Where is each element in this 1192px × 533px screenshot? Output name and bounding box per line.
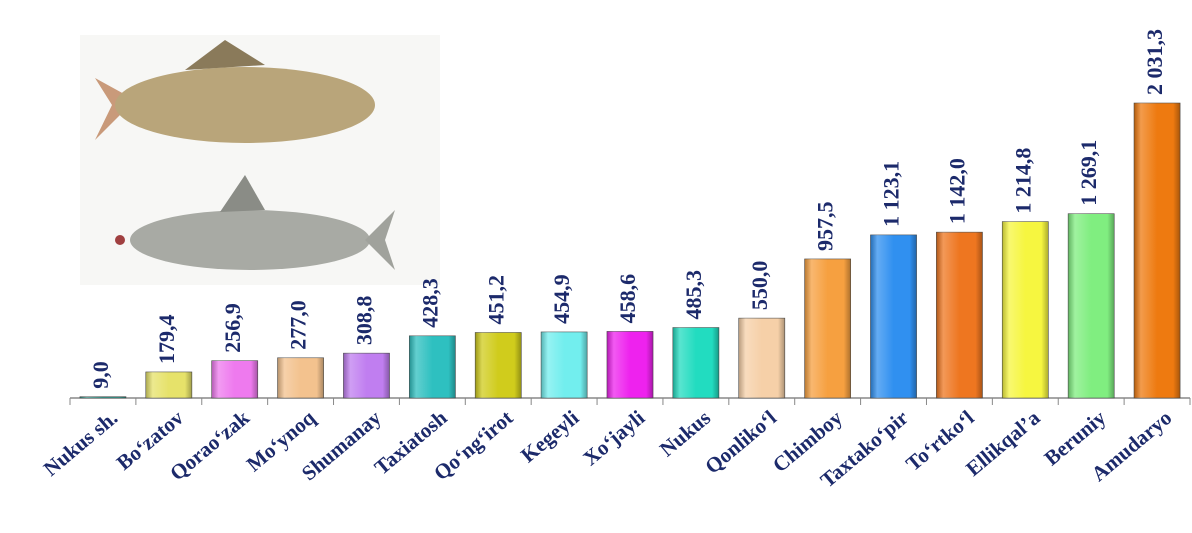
value-label: 1 142,0: [944, 158, 969, 224]
bar-shine: [79, 396, 126, 398]
value-label: 2 031,3: [1142, 29, 1167, 95]
fish-illustration: [80, 35, 440, 285]
value-label: 277,0: [286, 300, 311, 350]
value-label: 454,9: [549, 274, 574, 324]
value-label: 957,5: [813, 201, 838, 251]
x-tick-label: Xo‘jayli: [578, 405, 649, 470]
value-label: 179,4: [154, 314, 179, 364]
value-label: 550,0: [747, 261, 772, 311]
fish-body: [130, 210, 370, 270]
bar-shine: [738, 318, 785, 398]
value-label: 1 214,8: [1010, 148, 1035, 214]
fish-fin: [220, 175, 265, 212]
bar-shine: [804, 258, 851, 398]
value-label: 485,3: [681, 270, 706, 320]
bar-shine: [343, 353, 390, 398]
value-label: 9,0: [88, 361, 113, 389]
bar-shine: [211, 360, 258, 398]
value-label: 1 269,1: [1076, 140, 1101, 206]
bar-shine: [936, 232, 983, 398]
x-tick-label: Qonliko‘l: [700, 405, 781, 478]
value-label: 256,9: [220, 303, 245, 353]
bar-shine: [541, 331, 588, 398]
x-tick-label: Nukus: [655, 405, 715, 461]
bar-shine: [606, 331, 654, 398]
value-label: 308,8: [352, 296, 377, 346]
value-label: 1 123,1: [879, 161, 904, 227]
fish-eye: [115, 235, 125, 245]
fish-tail: [95, 78, 135, 140]
x-tick-label: Nukus sh.: [39, 405, 122, 480]
bar-shine: [1068, 213, 1115, 398]
value-label: 458,6: [615, 274, 640, 324]
fish-body: [115, 67, 375, 143]
value-label: 428,3: [417, 278, 442, 328]
fish-tail: [365, 210, 395, 270]
fish-fin: [185, 40, 265, 70]
bar-shine: [672, 327, 719, 398]
bar-shine: [277, 357, 324, 398]
x-tick-label: Ellikqal’a: [961, 405, 1045, 481]
bar-shine: [870, 234, 917, 398]
bar-shine: [145, 371, 192, 398]
bar-shine: [409, 335, 456, 398]
bar-shine: [1134, 103, 1181, 398]
bar-shine: [1002, 221, 1049, 398]
value-label: 451,2: [483, 275, 508, 325]
x-tick-label: Kegeyli: [516, 405, 583, 467]
bar-shine: [475, 332, 522, 398]
